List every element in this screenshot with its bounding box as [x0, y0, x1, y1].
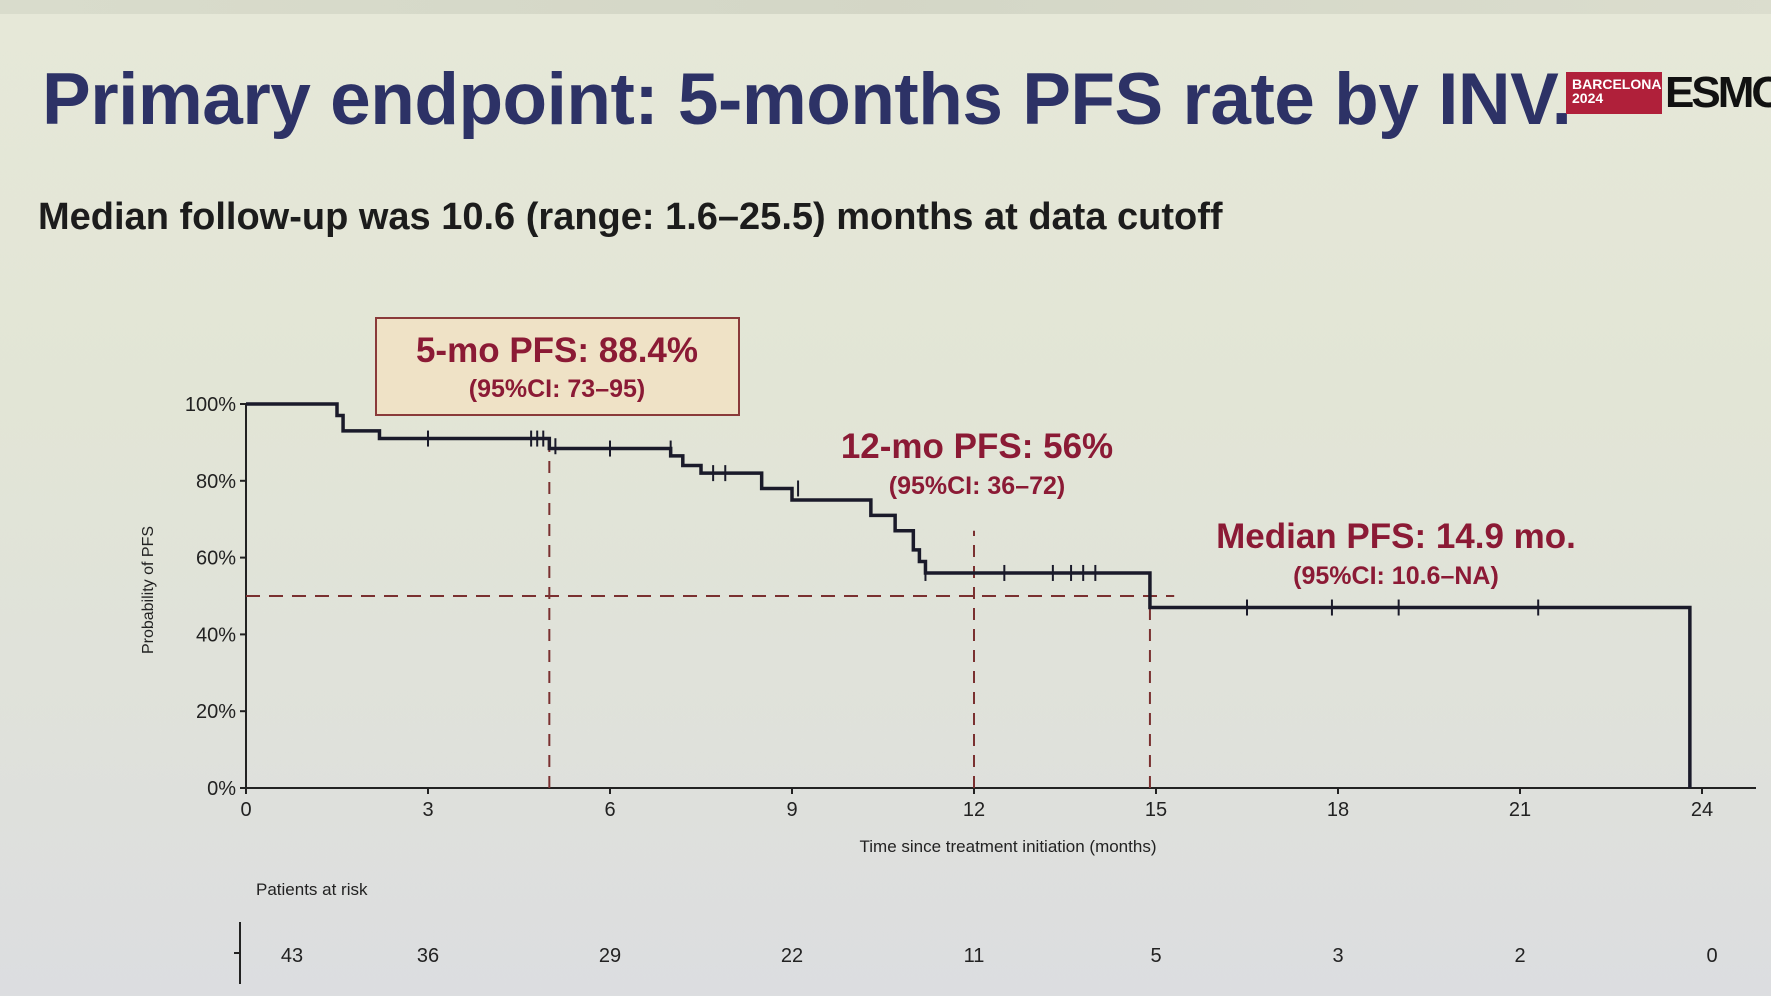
median-pfs-label: Median PFS: 14.9 mo. [1216, 517, 1576, 556]
x-axis-label: Time since treatment initiation (months) [860, 837, 1157, 856]
risk-count: 43 [281, 945, 303, 967]
logo-line1: BARCELONA [1572, 76, 1662, 92]
y-tick-label: 80% [196, 471, 236, 493]
y-tick-label: 0% [207, 778, 236, 800]
x-tick-label: 9 [786, 799, 797, 821]
x-tick-label: 6 [604, 799, 615, 821]
top-strip [0, 0, 1771, 14]
logo-mark: ESMO [1665, 68, 1771, 117]
y-tick-label: 100% [185, 394, 236, 416]
risk-table: Patients at risk 43 36 29 22 11 5 3 2 0 [234, 880, 1718, 984]
annotation-box [375, 317, 740, 416]
x-tick-label: 3 [422, 799, 433, 821]
x-tick-label: 18 [1327, 799, 1349, 821]
risk-count: 0 [1706, 945, 1717, 967]
risk-count: 2 [1514, 945, 1525, 967]
km-curve [246, 402, 1692, 788]
risk-count: 5 [1150, 945, 1161, 967]
logo-badge: BARCELONA 2024 [1566, 72, 1662, 114]
y-tick-label: 40% [196, 624, 236, 646]
pfs12-ci: (95%CI: 36–72) [889, 472, 1065, 500]
x-tick-label: 21 [1509, 799, 1531, 821]
x-tick-label: 15 [1145, 799, 1167, 821]
slide-subtitle: Median follow-up was 10.6 (range: 1.6–25… [38, 196, 1223, 238]
esmo-logo: BARCELONA 2024 ESMO [1566, 68, 1771, 117]
y-tick-label: 20% [196, 701, 236, 723]
slide-title: Primary endpoint: 5-months PFS rate by I… [42, 59, 1572, 140]
risk-count: 22 [781, 945, 803, 967]
risk-count: 3 [1332, 945, 1343, 967]
y-tick-label: 60% [196, 548, 236, 570]
pfs5-ci: (95%CI: 73–95) [469, 375, 645, 403]
risk-count: 11 [964, 945, 985, 967]
annotations: 5-mo PFS: 88.4% (95%CI: 73–95) 12-mo PFS… [375, 317, 1576, 590]
x-tick-label: 12 [963, 799, 985, 821]
risk-table-title: Patients at risk [256, 880, 368, 899]
risk-count: 29 [599, 945, 621, 967]
x-tick-label: 0 [240, 799, 251, 821]
pfs5-label: 5-mo PFS: 88.4% [416, 331, 698, 370]
km-curve-group [246, 402, 1692, 788]
median-pfs-ci: (95%CI: 10.6–NA) [1293, 562, 1499, 590]
risk-count: 36 [417, 945, 439, 967]
pfs12-label: 12-mo PFS: 56% [841, 427, 1113, 466]
x-tick-label: 24 [1691, 799, 1713, 821]
y-axis-label: Probability of PFS [140, 526, 157, 654]
logo-line2: 2024 [1572, 90, 1604, 106]
